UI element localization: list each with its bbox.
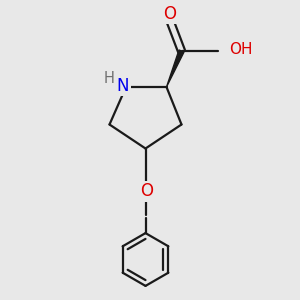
Text: O: O	[163, 5, 176, 23]
Text: N: N	[117, 76, 129, 94]
Text: O: O	[140, 182, 154, 200]
Text: H: H	[104, 71, 115, 86]
Polygon shape	[167, 50, 184, 87]
Text: OH: OH	[229, 42, 252, 57]
